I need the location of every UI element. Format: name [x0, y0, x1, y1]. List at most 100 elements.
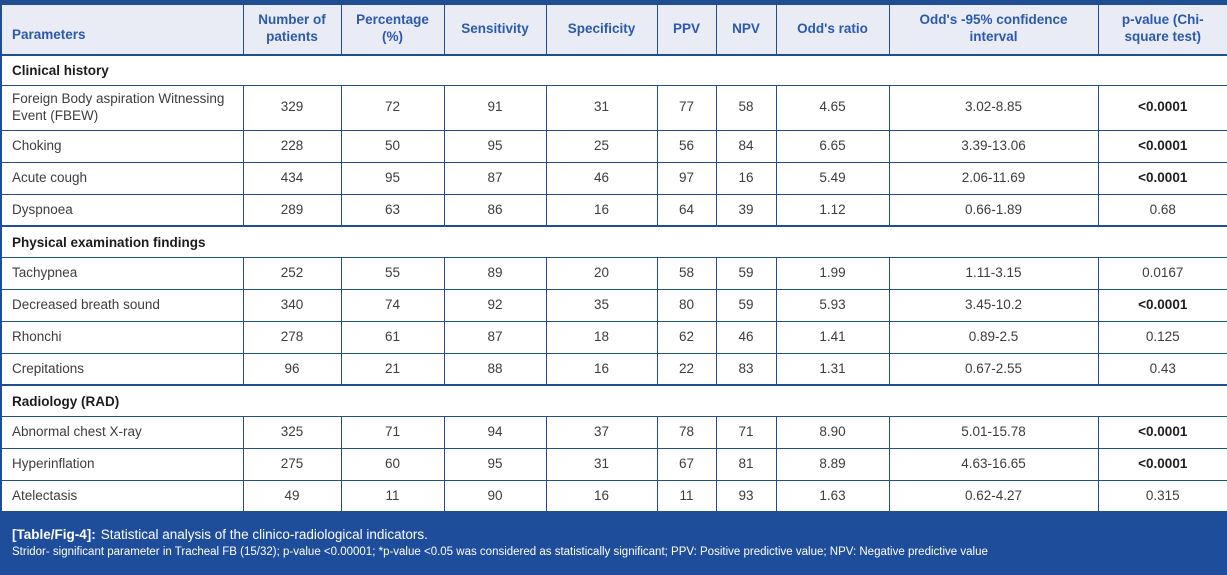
value-cell-odds-ratio: 6.65	[775, 129, 890, 163]
value-cell-odds-ratio: 8.90	[775, 415, 890, 449]
table-row: Crepitations 96 21 88 16 22 83 1.31 0.67-2.55 0.4…	[0, 352, 1227, 386]
value-cell-ppv: 64	[656, 193, 717, 227]
value-cell-ppv: 22	[656, 352, 717, 386]
value-cell-ppv: 62	[656, 320, 717, 354]
value-cell-confidence-interval: 5.01-15.78	[888, 415, 1099, 449]
table-row: Foreign Body aspiration Witnessing Event…	[0, 85, 1227, 131]
value-cell-ppv: 58	[656, 256, 717, 290]
parameter-cell: Abnormal chest X-ray	[0, 415, 244, 449]
value-cell-npv: 93	[715, 479, 777, 513]
parameter-cell: Choking	[0, 129, 244, 163]
value-cell-specificity: 37	[545, 415, 658, 449]
column-header-p-value: p-value (Chi-square test)	[1097, 2, 1227, 55]
table-row: Tachypnea 252 55 89 20 58 59 1.99 1.11-3.15 0.016…	[0, 256, 1227, 290]
table-row: Acute cough 434 95 87 46 97 16 5.49 2.06-11.69 <0…	[0, 161, 1227, 195]
value-cell-confidence-interval: 0.62-4.27	[888, 479, 1099, 513]
value-cell-npv: 84	[715, 129, 777, 163]
value-cell-number-of-patients: 252	[242, 256, 342, 290]
value-cell-specificity: 20	[545, 256, 658, 290]
value-cell-odds-ratio: 8.89	[775, 447, 890, 481]
value-cell-specificity: 31	[545, 447, 658, 481]
p-value-cell: <0.0001	[1097, 415, 1227, 449]
value-cell-specificity: 16	[545, 352, 658, 386]
value-cell-npv: 46	[715, 320, 777, 354]
value-cell-sensitivity: 90	[443, 479, 547, 513]
value-cell-confidence-interval: 0.67-2.55	[888, 352, 1099, 386]
parameter-cell: Decreased breath sound	[0, 288, 244, 322]
parameter-cell: Rhonchi	[0, 320, 244, 354]
value-cell-number-of-patients: 96	[242, 352, 342, 386]
value-cell-number-of-patients: 49	[242, 479, 342, 513]
value-cell-number-of-patients: 278	[242, 320, 342, 354]
value-cell-confidence-interval: 3.02-8.85	[888, 85, 1099, 131]
value-cell-confidence-interval: 2.06-11.69	[888, 161, 1099, 195]
value-cell-number-of-patients: 228	[242, 129, 342, 163]
parameter-cell: Foreign Body aspiration Witnessing Event…	[0, 85, 244, 131]
value-cell-sensitivity: 87	[443, 320, 547, 354]
value-cell-sensitivity: 92	[443, 288, 547, 322]
table-row: Atelectasis 49 11 90 16 11 93 1.63 0.62-4.27 0.31…	[0, 479, 1227, 513]
value-cell-sensitivity: 94	[443, 415, 547, 449]
value-cell-ppv: 11	[656, 479, 717, 513]
column-header-odds-ratio: Odd's ratio	[775, 2, 890, 55]
parameter-cell: Hyperinflation	[0, 447, 244, 481]
section-row: Physical examination findings	[0, 225, 1227, 258]
value-cell-percentage: 55	[340, 256, 445, 290]
value-cell-sensitivity: 87	[443, 161, 547, 195]
value-cell-confidence-interval: 1.11-3.15	[888, 256, 1099, 290]
p-value-cell: <0.0001	[1097, 447, 1227, 481]
value-cell-specificity: 46	[545, 161, 658, 195]
value-cell-sensitivity: 86	[443, 193, 547, 227]
value-cell-odds-ratio: 1.63	[775, 479, 890, 513]
value-cell-odds-ratio: 5.93	[775, 288, 890, 322]
value-cell-specificity: 16	[545, 479, 658, 513]
column-header-sensitivity: Sensitivity	[443, 2, 547, 55]
value-cell-specificity: 18	[545, 320, 658, 354]
statistics-table: Parameters Number of patients Percentage (…	[0, 0, 1227, 514]
table-row: Choking 228 50 95 25 56 84 6.65 3.39-13.06 <0.000…	[0, 129, 1227, 163]
value-cell-percentage: 74	[340, 288, 445, 322]
value-cell-specificity: 31	[545, 85, 658, 131]
value-cell-number-of-patients: 275	[242, 447, 342, 481]
parameter-cell: Atelectasis	[0, 479, 244, 513]
p-value-cell: 0.0167	[1097, 256, 1227, 290]
value-cell-npv: 59	[715, 288, 777, 322]
value-cell-ppv: 67	[656, 447, 717, 481]
section-title: Clinical history	[0, 53, 1227, 86]
value-cell-odds-ratio: 1.99	[775, 256, 890, 290]
value-cell-sensitivity: 89	[443, 256, 547, 290]
value-cell-percentage: 71	[340, 415, 445, 449]
p-value-cell: 0.125	[1097, 320, 1227, 354]
parameter-cell: Crepitations	[0, 352, 244, 386]
section-title: Physical examination findings	[0, 225, 1227, 258]
value-cell-specificity: 35	[545, 288, 658, 322]
value-cell-odds-ratio: 1.41	[775, 320, 890, 354]
table-row: Rhonchi 278 61 87 18 62 46 1.41 0.89-2.5 0.125	[0, 320, 1227, 354]
value-cell-percentage: 95	[340, 161, 445, 195]
column-header-number-of-patients: Number of patients	[242, 2, 342, 55]
value-cell-npv: 39	[715, 193, 777, 227]
value-cell-sensitivity: 88	[443, 352, 547, 386]
column-header-ppv: PPV	[656, 2, 717, 55]
value-cell-npv: 83	[715, 352, 777, 386]
value-cell-confidence-interval: 4.63-16.65	[888, 447, 1099, 481]
value-cell-specificity: 25	[545, 129, 658, 163]
value-cell-percentage: 11	[340, 479, 445, 513]
p-value-cell: 0.315	[1097, 479, 1227, 513]
table-row: Abnormal chest X-ray 325 71 94 37 78 71 8.90 5.0…	[0, 415, 1227, 449]
table-footnote: Stridor- significant parameter in Trache…	[12, 546, 988, 559]
p-value-cell: <0.0001	[1097, 129, 1227, 163]
value-cell-ppv: 77	[656, 85, 717, 131]
table-body: Clinical history Foreign Body aspiration …	[0, 53, 1227, 513]
value-cell-npv: 58	[715, 85, 777, 131]
section-row: Clinical history	[0, 53, 1227, 86]
value-cell-confidence-interval: 3.39-13.06	[888, 129, 1099, 163]
parameter-cell: Acute cough	[0, 161, 244, 195]
value-cell-number-of-patients: 325	[242, 415, 342, 449]
value-cell-ppv: 80	[656, 288, 717, 322]
value-cell-number-of-patients: 340	[242, 288, 342, 322]
section-title: Radiology (RAD)	[0, 384, 1227, 417]
value-cell-npv: 81	[715, 447, 777, 481]
value-cell-npv: 16	[715, 161, 777, 195]
